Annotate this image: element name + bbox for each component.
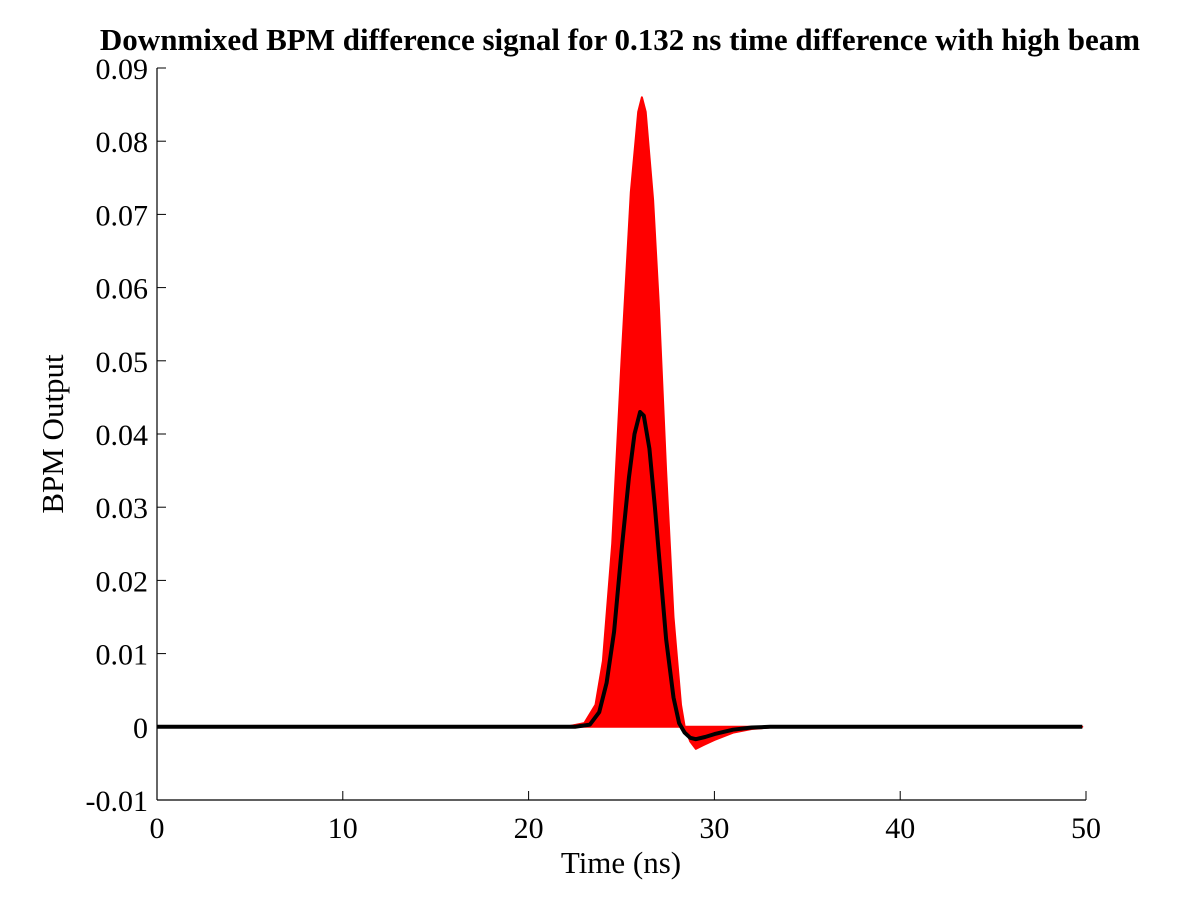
- y-tick-label: 0: [133, 712, 148, 745]
- series-fill-0: [157, 96, 1084, 750]
- y-tick-label: 0.04: [96, 419, 149, 452]
- y-tick-label: 0.02: [96, 565, 149, 598]
- x-tick-label: 10: [328, 812, 358, 845]
- x-tick-label: 50: [1071, 812, 1101, 845]
- axes: 0 10 20 30 40 50-0.0100.010.020.030.040.050.0…: [86, 53, 1102, 845]
- plot-area: [157, 96, 1084, 750]
- y-tick-label: 0.09: [96, 53, 149, 86]
- y-tick-label: 0.08: [96, 126, 149, 159]
- y-tick-label: 0.05: [96, 346, 149, 379]
- y-axis-label: BPM Output: [35, 354, 70, 514]
- x-axis-label: Time (ns): [561, 845, 681, 880]
- y-tick-label: -0.01: [86, 785, 149, 818]
- series-line-1: [157, 410, 1083, 742]
- y-tick-label: 0.07: [96, 199, 149, 232]
- chart-title: Downmixed BPM difference signal for 0.13…: [100, 22, 1140, 57]
- y-tick-label: 0.06: [96, 273, 149, 306]
- x-tick-label: 20: [514, 812, 544, 845]
- y-tick-label: 0.03: [96, 492, 149, 525]
- x-tick-label: 40: [885, 812, 915, 845]
- y-tick-label: 0.01: [96, 639, 149, 672]
- x-tick-label: 30: [699, 812, 729, 845]
- x-tick-label: 0: [150, 812, 165, 845]
